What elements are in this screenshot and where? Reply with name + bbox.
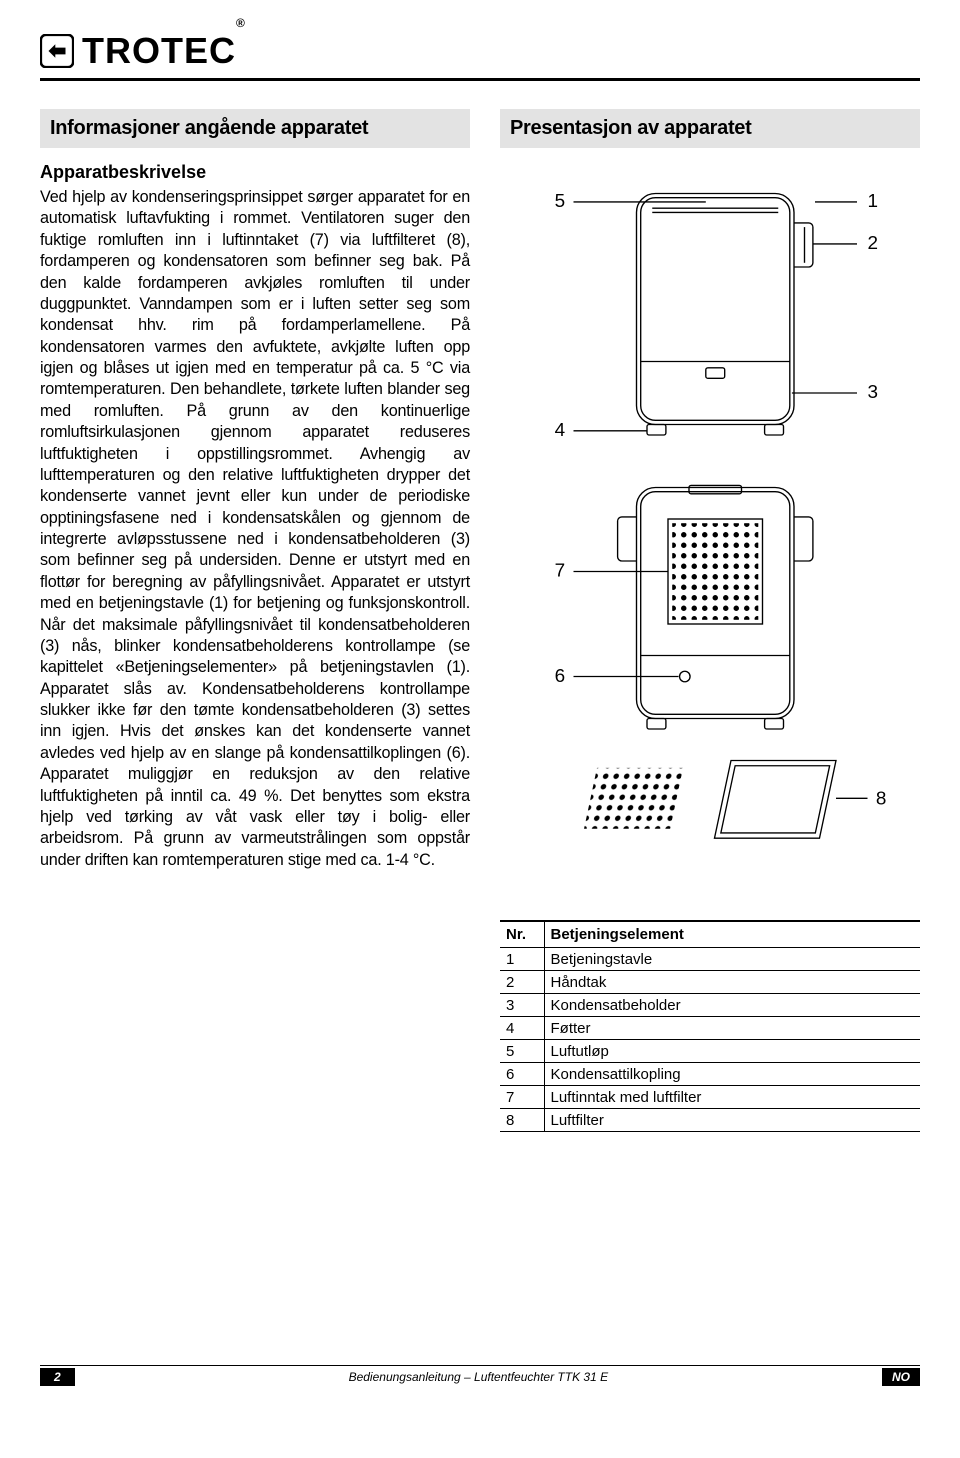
- table-row: 1Betjeningstavle: [500, 948, 920, 971]
- left-body-text: Ved hjelp av kondenseringsprinsippet sør…: [40, 187, 470, 871]
- cell-nr: 8: [500, 1109, 544, 1132]
- page-number: 2: [40, 1368, 75, 1386]
- cell-nr: 1: [500, 948, 544, 971]
- left-subtitle: Apparatbeskrivelse: [40, 162, 470, 183]
- cell-name: Luftutløp: [544, 1040, 920, 1063]
- cell-name: Kondensattilkopling: [544, 1063, 920, 1086]
- cell-name: Luftfilter: [544, 1109, 920, 1132]
- cell-nr: 4: [500, 1017, 544, 1040]
- right-section-title: Presentasjon av apparatet: [500, 109, 920, 148]
- callout-6: 6: [555, 666, 566, 687]
- filter-mesh-front: [672, 523, 758, 620]
- table-row: 7Luftinntak med luftfilter: [500, 1086, 920, 1109]
- table-row: 2Håndtak: [500, 971, 920, 994]
- cell-name: Føtter: [544, 1017, 920, 1040]
- callout-5: 5: [555, 191, 566, 212]
- cell-nr: 3: [500, 994, 544, 1017]
- cell-name: Kondensatbeholder: [544, 994, 920, 1017]
- table-row: 3Kondensatbeholder: [500, 994, 920, 1017]
- th-name: Betjeningselement: [544, 921, 920, 948]
- footer-text: Bedienungsanleitung – Luftentfeuchter TT…: [75, 1370, 882, 1384]
- left-column: Informasjoner angående apparatet Apparat…: [40, 109, 470, 1132]
- parts-table: Nr. Betjeningselement 1Betjeningstavle2H…: [500, 920, 920, 1132]
- cell-name: Betjeningstavle: [544, 948, 920, 971]
- cell-name: Luftinntak med luftfilter: [544, 1086, 920, 1109]
- callout-7: 7: [555, 561, 566, 582]
- cell-nr: 7: [500, 1086, 544, 1109]
- cell-name: Håndtak: [544, 971, 920, 994]
- cell-nr: 6: [500, 1063, 544, 1086]
- footer-lang: NO: [882, 1368, 920, 1386]
- filter-mesh-detached: [584, 768, 683, 829]
- table-row: 6Kondensattilkopling: [500, 1063, 920, 1086]
- callout-2: 2: [868, 233, 879, 254]
- left-section-title: Informasjoner angående apparatet: [40, 109, 470, 148]
- trotec-mark-icon: [40, 34, 74, 68]
- cell-nr: 2: [500, 971, 544, 994]
- right-column: Presentasjon av apparatet: [500, 109, 920, 1132]
- th-nr: Nr.: [500, 921, 544, 948]
- callout-1: 1: [868, 191, 879, 212]
- callout-4: 4: [555, 420, 566, 441]
- table-row: 4Føtter: [500, 1017, 920, 1040]
- cell-nr: 5: [500, 1040, 544, 1063]
- brand-name: TROTEC®: [82, 30, 246, 72]
- page-footer: 2 Bedienungsanleitung – Luftentfeuchter …: [40, 1365, 920, 1386]
- table-row: 5Luftutløp: [500, 1040, 920, 1063]
- callout-3: 3: [868, 382, 879, 403]
- appliance-diagram: 5 1 2 3 4: [500, 162, 920, 897]
- header-logo: TROTEC®: [40, 30, 920, 81]
- callout-8: 8: [876, 789, 887, 810]
- table-row: 8Luftfilter: [500, 1109, 920, 1132]
